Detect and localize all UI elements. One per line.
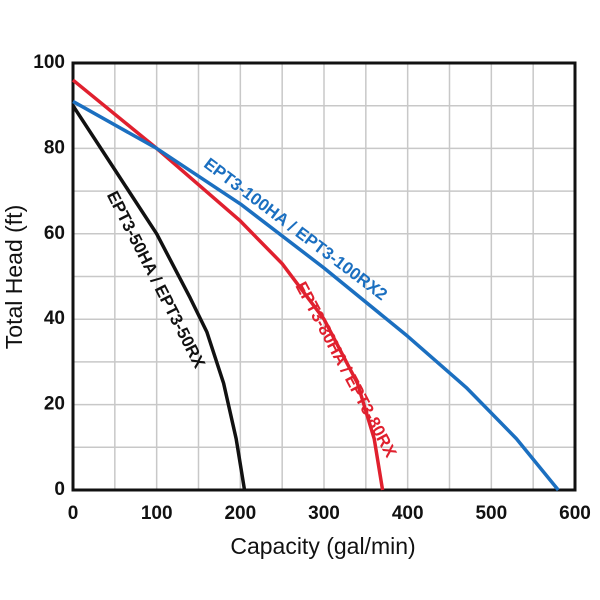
series-line — [72, 99, 560, 492]
y-tick-label: 20 — [44, 394, 65, 415]
x-axis-label: Capacity (gal/min) — [230, 533, 415, 559]
series-label: EPT3-80HA / EPT3-80RX — [292, 279, 401, 461]
x-tick-label: 300 — [308, 503, 340, 524]
series-line — [71, 104, 247, 491]
y-tick-label: 0 — [54, 479, 65, 500]
x-tick-label: 200 — [224, 503, 256, 524]
y-axis-label: Total Head (ft) — [1, 205, 27, 349]
y-tick-label: 100 — [33, 52, 65, 73]
x-tick-label: 500 — [475, 503, 507, 524]
x-tick-label: 0 — [68, 503, 79, 524]
x-tick-label: 400 — [392, 503, 424, 524]
x-tick-label: 100 — [141, 503, 173, 524]
y-tick-label: 80 — [44, 137, 65, 158]
plot-frame — [71, 61, 577, 492]
y-tick-label: 60 — [44, 223, 65, 244]
x-tick-label: 600 — [559, 503, 591, 524]
y-tick-label: 40 — [44, 308, 65, 329]
series-line — [71, 78, 385, 491]
